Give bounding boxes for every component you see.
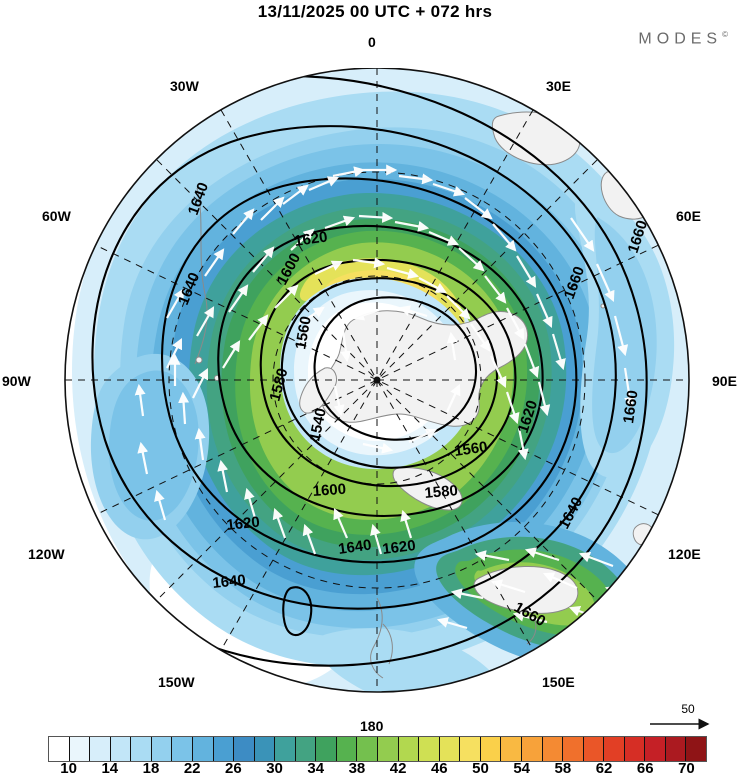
contour-label-1560: 1560	[292, 315, 315, 351]
contour-label-1560-b: 1560	[453, 438, 488, 459]
contour-label-1640-b: 1640	[212, 572, 247, 592]
colorbar-cell-0	[49, 737, 70, 761]
pole-marker	[373, 376, 381, 384]
colorbar-cell-7	[192, 737, 214, 761]
map-panel: 1540 1560 1560 1580 1580 1600 1620 1620 …	[0, 30, 750, 734]
lon-label-90E: 90E	[712, 373, 737, 389]
colorbar-cell-23	[521, 737, 543, 761]
contour-label-1580: 1580	[424, 482, 459, 502]
map-boundary-circle	[64, 68, 690, 693]
colorbar-cell-3	[110, 737, 132, 761]
colorbar-cell-17	[398, 737, 420, 761]
page-title: 13/11/2025 00 UTC + 072 hrs	[257, 2, 493, 21]
colorbar-cell-2	[90, 737, 111, 761]
colorbar-labels: 10 14 18 22 26 30 34 38 42 46 50 54 58 62 66 70	[0, 760, 750, 782]
contour-label-1620: 1620	[293, 228, 328, 249]
colorbar[interactable]	[48, 736, 707, 762]
colorbar-cell-22	[501, 737, 522, 761]
colorbar-tick-42: 42	[389, 760, 407, 777]
colorbar-cell-10	[254, 737, 276, 761]
lon-label-180: 180	[360, 718, 384, 734]
colorbar-tick-46: 46	[430, 760, 448, 777]
lon-label-90W: 90W	[2, 373, 31, 389]
colorbar-cell-11	[275, 737, 296, 761]
wind-vectors	[134, 164, 640, 636]
colorbar-cell-1	[69, 737, 91, 761]
lon-label-120W: 120W	[28, 546, 65, 562]
colorbar-tick-14: 14	[101, 760, 119, 777]
colorbar-tick-22: 22	[183, 760, 201, 777]
colorbar-tick-54: 54	[513, 760, 530, 777]
lon-label-60W: 60W	[42, 208, 71, 224]
contour-label-1640-c: 1640	[337, 536, 372, 557]
contour-label-1620-b: 1620	[226, 514, 261, 534]
colorbar-cell-31	[686, 737, 706, 761]
colorbar-tick-66: 66	[636, 760, 654, 777]
polar-stereographic-map[interactable]: 1540 1560 1560 1580 1580 1600 1620 1620 …	[47, 68, 707, 728]
colorbar-tick-58: 58	[554, 760, 572, 777]
colorbar-tick-62: 62	[595, 760, 613, 777]
colorbar-cell-28	[624, 737, 646, 761]
lon-label-0: 0	[368, 34, 376, 50]
vector-scale: 50	[648, 702, 728, 730]
colorbar-cell-18	[419, 737, 440, 761]
colorbar-cell-6	[172, 737, 193, 761]
lon-label-120E: 120E	[668, 546, 701, 562]
lon-label-150E: 150E	[542, 674, 575, 690]
colorbar-tick-38: 38	[348, 760, 366, 777]
lon-label-150W: 150W	[158, 674, 195, 690]
colorbar-cell-21	[480, 737, 502, 761]
colorbar-cell-27	[604, 737, 625, 761]
map-field-layer: 1540 1560 1560 1580 1580 1600 1620 1620 …	[65, 68, 689, 692]
colorbar-tick-10: 10	[60, 760, 77, 777]
colorbar-cell-13	[316, 737, 337, 761]
modes-logo: MODES©	[638, 30, 728, 48]
colorbar-cell-5	[151, 737, 173, 761]
colorbar-tick-50: 50	[472, 760, 489, 777]
lon-label-60E: 60E	[676, 208, 701, 224]
colorbar-cell-16	[378, 737, 399, 761]
colorbar-cell-15	[357, 737, 378, 761]
colorbar-cell-12	[295, 737, 317, 761]
contour-label-1620-c: 1620	[381, 537, 416, 558]
arrow-right-icon	[648, 718, 728, 730]
colorbar-tick-34: 34	[307, 760, 325, 777]
colorbar-tick-30: 30	[266, 760, 283, 777]
contour-label-1660-c: 1660	[620, 389, 641, 424]
colorbar-tick-18: 18	[142, 760, 160, 777]
colorbar-tick-70: 70	[678, 760, 695, 777]
colorbar-cell-14	[336, 737, 358, 761]
colorbar-cell-9	[234, 737, 255, 761]
vector-scale-value: 50	[681, 702, 695, 716]
colorbar-cell-26	[583, 737, 605, 761]
colorbar-cell-4	[131, 737, 152, 761]
colorbar-cell-25	[563, 737, 584, 761]
colorbar-cell-29	[645, 737, 666, 761]
colorbar-cell-24	[542, 737, 564, 761]
contour-label-1600: 1600	[312, 481, 346, 500]
colorbar-cell-8	[213, 737, 235, 761]
lon-label-30W: 30W	[170, 78, 199, 94]
brand-text: MODES	[638, 30, 723, 48]
copyright-icon: ©	[722, 30, 728, 39]
contour-label-1540: 1540	[306, 407, 330, 443]
colorbar-tick-26: 26	[225, 760, 242, 777]
colorbar-cell-20	[460, 737, 481, 761]
colorbar-cell-19	[439, 737, 461, 761]
colorbar-cell-30	[665, 737, 687, 761]
lon-label-30E: 30E	[546, 78, 571, 94]
